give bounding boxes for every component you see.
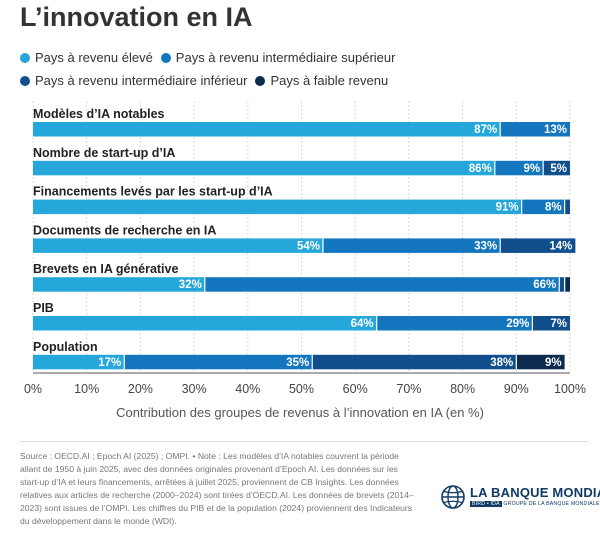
data-label-population-s3: 9%	[545, 357, 562, 369]
data-label-pib-s2: 7%	[550, 318, 567, 330]
legend-item-high-income: Pays à revenu élevé	[20, 50, 153, 65]
data-label-documents-de-recherche-en-ia-s2: 14%	[549, 240, 572, 252]
bar-segment-nombre-de-start-up-d-ia-s0	[33, 160, 495, 176]
x-tick-label: 60%	[343, 382, 368, 396]
x-tick-label: 20%	[128, 382, 153, 396]
category-label-pib: PIB	[33, 301, 54, 315]
category-label-financements-leves-par-les-start-up-d-ia: Financements levés par les start-up d’IA	[33, 185, 273, 199]
bar-segment-brevets-en-ia-generative-s0	[33, 277, 205, 292]
legend-label-lower-middle-income: Pays à revenu intermédiaire inférieur	[35, 73, 248, 88]
bar-segment-population-s1	[124, 354, 313, 370]
legend-item-upper-middle-income: Pays à revenu intermédiaire supérieur	[160, 50, 396, 65]
bar-segment-financements-leves-par-les-start-up-d-ia-s2	[564, 199, 570, 215]
category-label-documents-de-recherche-en-ia: Documents de recherche en IA	[33, 223, 216, 237]
x-tick-label: 70%	[396, 382, 421, 396]
category-label-nombre-de-start-up-d-ia: Nombre de start-up d’IA	[33, 146, 175, 160]
bar-segment-documents-de-recherche-en-ia-s1	[322, 238, 501, 253]
legend-dot-upper-middle-income	[160, 52, 171, 63]
legend: Pays à revenu élevé Pays à revenu interm…	[20, 48, 580, 94]
category-label-population: Population	[33, 340, 98, 354]
x-tick-label: 40%	[235, 382, 260, 396]
bar-segment-population-s0	[33, 354, 125, 370]
world-bank-logo: LA BANQUE MONDIALE BIRD • IDA GROUPE DE …	[440, 482, 600, 514]
x-tick-label: 100%	[554, 382, 586, 396]
logo-group-text: GROUPE DE LA BANQUE MONDIALE	[503, 501, 600, 507]
data-label-nombre-de-start-up-d-ia-s0: 86%	[469, 163, 492, 175]
data-label-financements-leves-par-les-start-up-d-ia-s1: 8%	[545, 202, 562, 214]
x-tick-label: 0%	[24, 382, 42, 396]
x-tick-label: 80%	[450, 382, 475, 396]
x-axis-title: Contribution des groupes de revenus à l’…	[116, 405, 484, 420]
bar-segment-modeles-d-ia-notables-s1	[500, 122, 570, 137]
bar-segment-brevets-en-ia-generative-s3	[564, 277, 570, 292]
logo-name: LA BANQUE MONDIALE	[470, 485, 600, 500]
globe-icon	[441, 485, 465, 509]
bar-segment-pib-s2	[532, 316, 570, 331]
data-label-modeles-d-ia-notables-s1: 13%	[544, 124, 567, 136]
data-label-brevets-en-ia-generative-s0: 32%	[179, 279, 202, 291]
legend-label-upper-middle-income: Pays à revenu intermédiaire supérieur	[175, 50, 396, 65]
legend-dot-lower-middle-income	[20, 75, 30, 86]
data-label-brevets-en-ia-generative-s1: 66%	[533, 279, 556, 291]
data-label-population-s0: 17%	[98, 357, 121, 369]
legend-row: Pays à revenu élevé Pays à revenu interm…	[20, 48, 580, 67]
logo-subtitle: BIRD • IDA GROUPE DE LA BANQUE MONDIALE	[470, 501, 600, 507]
bar-segment-financements-leves-par-les-start-up-d-ia-s1	[521, 199, 565, 215]
bar-segment-documents-de-recherche-en-ia-s2	[500, 238, 576, 253]
category-label-modeles-d-ia-notables: Modèles d’IA notables	[33, 107, 165, 121]
legend-dot-high-income	[20, 52, 30, 63]
data-label-financements-leves-par-les-start-up-d-ia-s0: 91%	[496, 202, 519, 214]
chart-title: L’innovation en IA	[20, 2, 253, 32]
bar-segment-nombre-de-start-up-d-ia-s1	[494, 160, 544, 176]
footer-divider	[20, 441, 588, 442]
bar-segment-brevets-en-ia-generative-s2	[559, 277, 565, 292]
bar-segment-population-s2	[312, 354, 517, 370]
data-label-modeles-d-ia-notables-s0: 87%	[474, 124, 497, 136]
bar-segment-documents-de-recherche-en-ia-s0	[33, 238, 323, 253]
stacked-bar-chart: Modèles d’IA notables 87% 13% Nombre de sta…	[24, 101, 586, 420]
data-label-pib-s1: 29%	[506, 318, 529, 330]
logo-badge: BIRD • IDA	[470, 501, 502, 507]
data-label-nombre-de-start-up-d-ia-s2: 5%	[550, 163, 567, 175]
bar-segment-modeles-d-ia-notables-s0	[33, 122, 501, 137]
category-label-brevets-en-ia-generative: Brevets en IA générative	[33, 262, 178, 276]
legend-row: Pays à revenu intermédiaire inférieur Pa…	[20, 71, 580, 90]
x-tick-label: 90%	[504, 382, 529, 396]
x-tick-label: 50%	[289, 382, 314, 396]
bar-segment-pib-s0	[33, 316, 377, 331]
x-tick-label: 10%	[74, 382, 99, 396]
data-label-pib-s0: 64%	[351, 318, 374, 330]
legend-item-lower-middle-income: Pays à revenu intermédiaire inférieur	[20, 73, 247, 88]
source-note: Source : OECD.AI ; Epoch AI (2025) ; OMP…	[20, 451, 414, 527]
legend-item-low-income: Pays à faible revenu	[255, 73, 388, 88]
bar-segment-nombre-de-start-up-d-ia-s2	[543, 160, 570, 176]
data-label-population-s1: 35%	[286, 357, 309, 369]
data-label-documents-de-recherche-en-ia-s0: 54%	[297, 240, 320, 252]
data-label-nombre-de-start-up-d-ia-s1: 9%	[524, 163, 541, 175]
bar-segment-brevets-en-ia-generative-s1	[204, 277, 560, 292]
bar-segment-financements-leves-par-les-start-up-d-ia-s0	[33, 199, 522, 215]
bar-segment-population-s3	[516, 354, 565, 370]
x-tick-label: 30%	[182, 382, 207, 396]
legend-label-low-income: Pays à faible revenu	[270, 73, 389, 88]
data-label-documents-de-recherche-en-ia-s1: 33%	[474, 240, 497, 252]
legend-dot-low-income	[255, 75, 266, 86]
legend-label-high-income: Pays à revenu élevé	[35, 50, 153, 65]
data-label-population-s2: 38%	[490, 357, 513, 369]
bar-segment-pib-s1	[376, 316, 533, 331]
